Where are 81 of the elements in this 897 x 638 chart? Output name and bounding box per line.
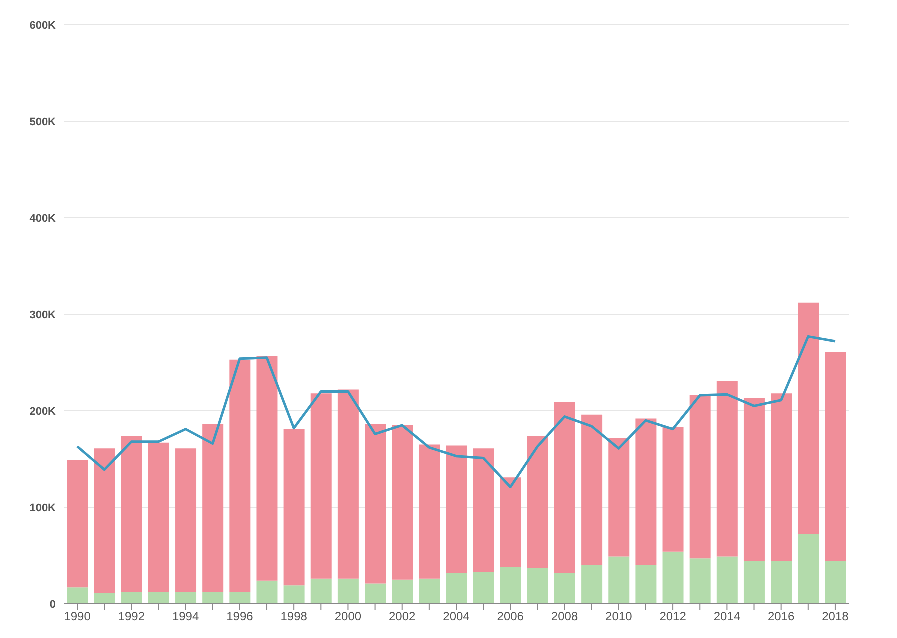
bar bbox=[446, 446, 468, 574]
bar bbox=[310, 578, 332, 604]
y-tick-label: 100K bbox=[30, 502, 56, 514]
bar bbox=[582, 414, 603, 566]
y-tick-label: 200K bbox=[30, 406, 56, 418]
bar bbox=[527, 436, 548, 568]
x-tick-label: 2000 bbox=[334, 610, 362, 624]
x-tick-label: 1990 bbox=[64, 610, 92, 624]
y-tick-label: 600K bbox=[30, 20, 56, 32]
bar bbox=[825, 352, 846, 562]
bar bbox=[582, 565, 603, 604]
bar bbox=[771, 394, 792, 562]
bar bbox=[176, 448, 197, 592]
bar bbox=[554, 402, 576, 574]
bar bbox=[716, 381, 738, 557]
bar bbox=[256, 356, 278, 581]
bar bbox=[121, 436, 142, 592]
x-tick-label: 1992 bbox=[118, 610, 146, 624]
bar bbox=[716, 556, 738, 604]
x-tick-label: 2010 bbox=[606, 610, 633, 624]
bar bbox=[392, 425, 414, 580]
bar bbox=[365, 424, 386, 584]
bar bbox=[365, 584, 386, 604]
bar bbox=[825, 562, 846, 604]
bar bbox=[392, 580, 414, 604]
bar bbox=[148, 592, 170, 604]
bar bbox=[798, 302, 820, 535]
bar bbox=[446, 573, 468, 604]
line-series bbox=[76, 335, 837, 488]
bar bbox=[636, 418, 657, 566]
bar bbox=[608, 438, 630, 557]
y-tick-label: 300K bbox=[30, 309, 56, 322]
bar bbox=[67, 588, 88, 604]
bar bbox=[94, 593, 116, 604]
bar bbox=[94, 448, 116, 594]
bar bbox=[473, 572, 494, 604]
x-tick-label: 2002 bbox=[389, 610, 416, 624]
bar bbox=[310, 394, 332, 579]
bar bbox=[176, 592, 197, 604]
y-tick-label: 500K bbox=[30, 116, 56, 128]
bar bbox=[67, 460, 88, 588]
x-tick-label: 2004 bbox=[443, 610, 470, 624]
bar bbox=[744, 562, 765, 604]
bar bbox=[500, 567, 522, 604]
bar bbox=[662, 427, 684, 552]
x-tick-label: 1998 bbox=[280, 610, 308, 624]
bar bbox=[662, 552, 684, 604]
bar bbox=[230, 592, 251, 604]
bar bbox=[690, 558, 711, 604]
bar bbox=[608, 556, 630, 604]
bar bbox=[500, 478, 522, 568]
bar bbox=[636, 565, 657, 604]
bar bbox=[230, 360, 251, 592]
bar bbox=[202, 592, 224, 604]
x-tick-label: 2018 bbox=[822, 610, 850, 624]
bar bbox=[473, 448, 494, 572]
x-tick-label: 2014 bbox=[714, 610, 741, 624]
x-tick-label: 2006 bbox=[497, 610, 524, 624]
bar bbox=[419, 444, 440, 579]
bar bbox=[419, 578, 440, 604]
bar bbox=[284, 429, 305, 586]
bar bbox=[690, 396, 711, 559]
bar bbox=[256, 580, 278, 604]
bar bbox=[121, 592, 142, 604]
y-tick-label: 400K bbox=[30, 212, 56, 225]
bar bbox=[798, 534, 820, 604]
x-tick-label: 2012 bbox=[660, 610, 687, 624]
bar bbox=[744, 398, 765, 562]
x-tick-label: 2008 bbox=[551, 610, 578, 624]
bar bbox=[338, 578, 359, 604]
bar bbox=[284, 586, 305, 604]
y-tick-label: 0 bbox=[50, 598, 56, 611]
bar bbox=[554, 573, 576, 604]
x-tick-label: 1994 bbox=[172, 610, 200, 624]
bar bbox=[148, 442, 170, 592]
bar bbox=[771, 562, 792, 604]
x-tick-label: 2016 bbox=[768, 610, 795, 624]
x-tick-label: 1996 bbox=[226, 610, 254, 624]
bar bbox=[527, 568, 548, 604]
bar bbox=[338, 390, 359, 579]
bar bbox=[202, 424, 224, 592]
